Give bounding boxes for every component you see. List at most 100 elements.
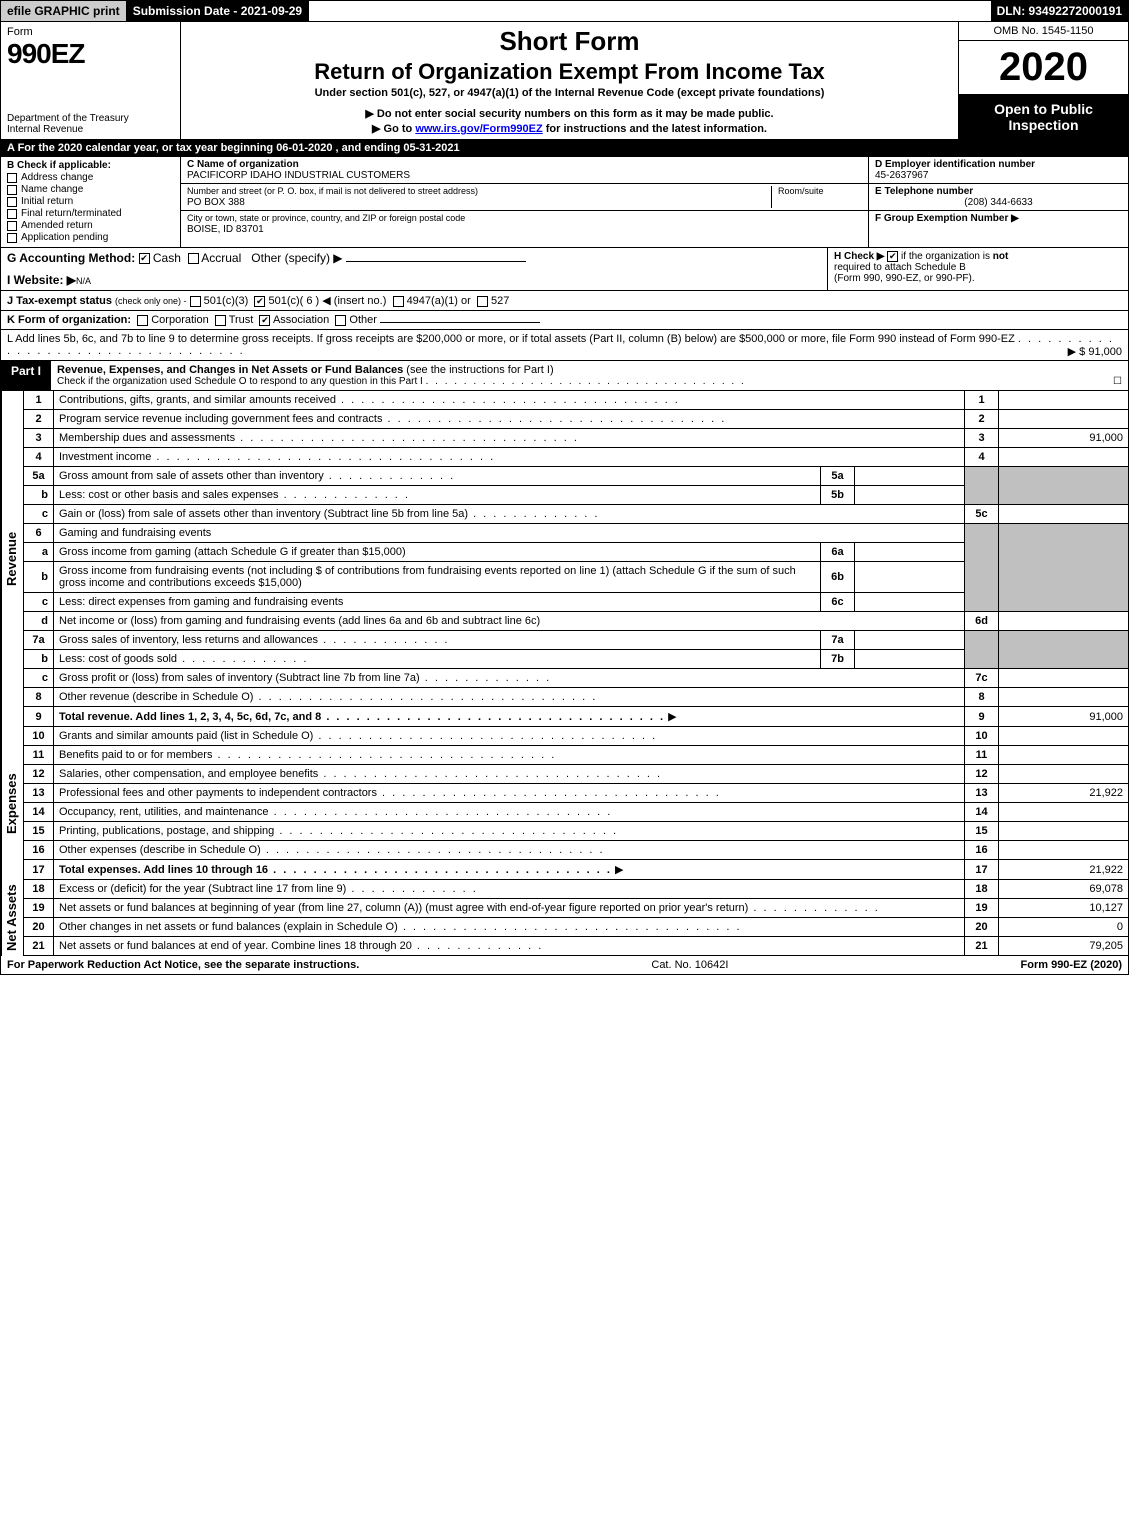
e-phone-value: (208) 344-6633 <box>875 197 1122 208</box>
c-name-label: C Name of organization <box>187 159 299 170</box>
org-street: PO BOX 388 <box>187 197 245 208</box>
chk-accrual[interactable] <box>188 253 199 264</box>
lbl-501c: 501(c)( 6 ) ◀ (insert no.) <box>268 295 386 307</box>
lbl-amended-return: Amended return <box>21 220 93 231</box>
chk-amended-return[interactable] <box>7 221 17 231</box>
l3-rval: 91,000 <box>999 429 1129 448</box>
chk-cash[interactable] <box>139 253 150 264</box>
l5ab-rvalgrey <box>999 467 1129 505</box>
l1-rnum: 1 <box>965 391 999 410</box>
row-k: K Form of organization: Corporation Trus… <box>0 311 1129 330</box>
part1-sub-box[interactable]: ☐ <box>1113 376 1122 387</box>
chk-address-change[interactable] <box>7 173 17 183</box>
chk-501c3[interactable] <box>190 296 201 307</box>
chk-527[interactable] <box>477 296 488 307</box>
l7a-num: 7a <box>24 631 54 650</box>
chk-corp[interactable] <box>137 315 148 326</box>
l6b-desc: Gross income from fundraising events (no… <box>54 562 821 593</box>
notice2-suffix: for instructions and the latest informat… <box>543 123 767 135</box>
l20-rnum: 20 <box>965 918 999 937</box>
l9-num: 9 <box>24 707 54 727</box>
part1-sub-dots <box>426 376 746 387</box>
chk-name-change[interactable] <box>7 185 17 195</box>
l17-rnum: 17 <box>965 860 999 880</box>
open-to-public: Open to Public Inspection <box>959 95 1128 139</box>
l10-desc: Grants and similar amounts paid (list in… <box>59 730 657 742</box>
chk-other-org[interactable] <box>335 315 346 326</box>
l13-num: 13 <box>24 784 54 803</box>
l21-desc: Net assets or fund balances at end of ye… <box>59 940 543 952</box>
l5b-inval <box>855 486 965 505</box>
form-number: 990EZ <box>7 38 174 70</box>
line-a-tax-year: A For the 2020 calendar year, or tax yea… <box>0 140 1129 157</box>
l17-rval: 21,922 <box>999 860 1129 880</box>
footer-left: For Paperwork Reduction Act Notice, see … <box>7 959 359 971</box>
chk-initial-return[interactable] <box>7 197 17 207</box>
short-form-title: Short Form <box>189 26 950 57</box>
expenses-lines: 10Grants and similar amounts paid (list … <box>23 727 1129 880</box>
footer-cat-no: Cat. No. 10642I <box>651 959 728 971</box>
l6d-desc: Net income or (loss) from gaming and fun… <box>54 612 965 631</box>
row-g: G Accounting Method: Cash Accrual Other … <box>1 248 828 290</box>
efile-print-button[interactable]: efile GRAPHIC print <box>1 1 127 21</box>
l5c-rnum: 5c <box>965 505 999 524</box>
irs-link[interactable]: www.irs.gov/Form990EZ <box>415 123 542 135</box>
l5b-num: b <box>24 486 54 505</box>
part1-header: Part I Revenue, Expenses, and Changes in… <box>0 361 1129 391</box>
other-specify-input[interactable] <box>346 261 526 262</box>
l13-rval: 21,922 <box>999 784 1129 803</box>
l6d-rval <box>999 612 1129 631</box>
l-text: L Add lines 5b, 6c, and 7b to line 9 to … <box>7 333 1015 345</box>
org-city: BOISE, ID 83701 <box>187 224 264 235</box>
l6-num: 6 <box>24 524 54 543</box>
l6c-desc: Less: direct expenses from gaming and fu… <box>54 593 821 612</box>
notice-line-1: ▶ Do not enter social security numbers o… <box>189 107 950 120</box>
row-l: L Add lines 5b, 6c, and 7b to line 9 to … <box>0 330 1129 361</box>
j-sub: (check only one) - <box>115 296 187 306</box>
l6b-innum: 6b <box>821 562 855 593</box>
department-label: Department of the Treasury Internal Reve… <box>7 113 174 135</box>
l15-desc: Printing, publications, postage, and shi… <box>59 825 618 837</box>
l5a-inval <box>855 467 965 486</box>
l7a-inval <box>855 631 965 650</box>
chk-4947[interactable] <box>393 296 404 307</box>
l6d-num: d <box>24 612 54 631</box>
footer-right: Form 990-EZ (2020) <box>1021 959 1122 971</box>
l6abc-rgrey <box>965 524 999 612</box>
notice-line-2: ▶ Go to www.irs.gov/Form990EZ for instru… <box>189 122 950 135</box>
l7b-desc: Less: cost of goods sold <box>59 653 308 665</box>
l2-num: 2 <box>24 410 54 429</box>
chk-assoc[interactable] <box>259 315 270 326</box>
form-word: Form <box>7 26 174 38</box>
row-gh: G Accounting Method: Cash Accrual Other … <box>0 248 1129 291</box>
l17-desc: Total expenses. Add lines 10 through 16 <box>59 864 612 876</box>
netassets-section: Net Assets 18Excess or (deficit) for the… <box>0 880 1129 956</box>
l14-rval <box>999 803 1129 822</box>
l6a-inval <box>855 543 965 562</box>
l21-num: 21 <box>24 937 54 956</box>
l5c-rval <box>999 505 1129 524</box>
l5c-desc: Gain or (loss) from sale of assets other… <box>59 508 599 520</box>
l7b-innum: 7b <box>821 650 855 669</box>
submission-date-button[interactable]: Submission Date - 2021-09-29 <box>127 1 309 21</box>
col-def: D Employer identification number 45-2637… <box>868 157 1128 247</box>
header-center: Short Form Return of Organization Exempt… <box>181 22 958 139</box>
l6c-inval <box>855 593 965 612</box>
l6a-num: a <box>24 543 54 562</box>
l18-desc: Excess or (deficit) for the year (Subtra… <box>59 883 478 895</box>
l11-desc: Benefits paid to or for members <box>59 749 556 761</box>
chk-501c[interactable] <box>254 296 265 307</box>
chk-trust[interactable] <box>215 315 226 326</box>
l11-rval <box>999 746 1129 765</box>
l16-rnum: 16 <box>965 841 999 860</box>
chk-final-return[interactable] <box>7 209 17 219</box>
lbl-cash: Cash <box>153 251 181 265</box>
l21-rnum: 21 <box>965 937 999 956</box>
revenue-lines: 1Contributions, gifts, grants, and simil… <box>23 391 1129 727</box>
chk-application-pending[interactable] <box>7 233 17 243</box>
chk-h[interactable] <box>887 251 898 262</box>
other-org-input[interactable] <box>380 322 540 323</box>
l15-rval <box>999 822 1129 841</box>
l5a-desc: Gross amount from sale of assets other t… <box>59 470 455 482</box>
lbl-other-specify: Other (specify) ▶ <box>251 251 342 265</box>
